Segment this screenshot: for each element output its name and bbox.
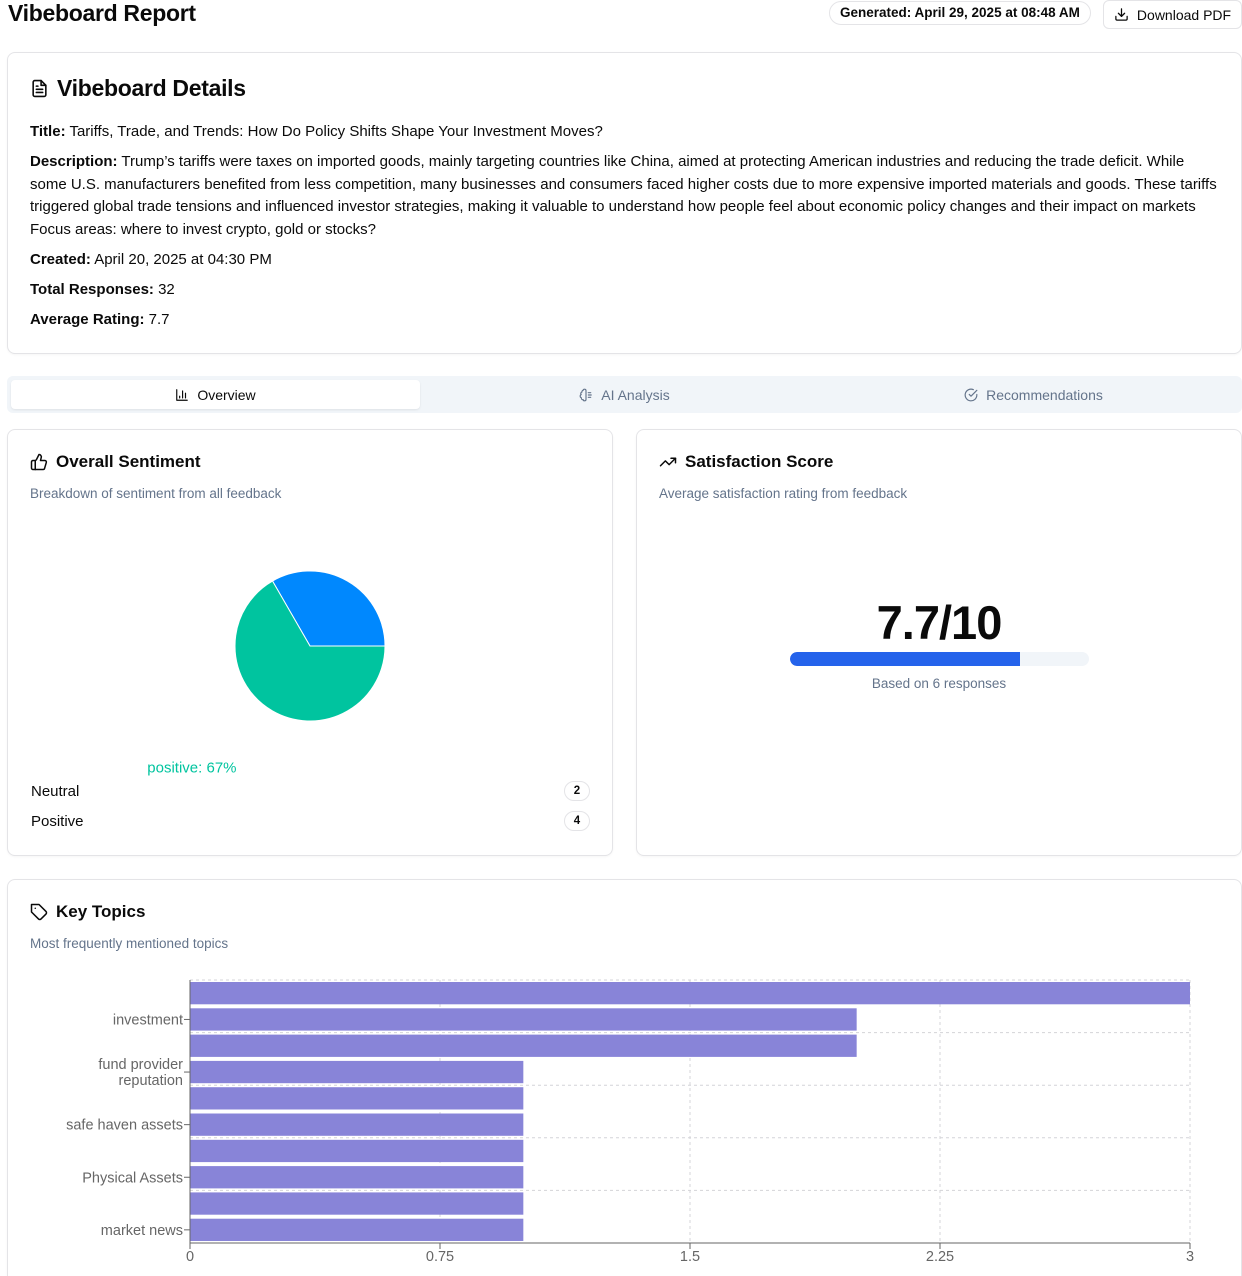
trending-up-icon (659, 457, 677, 467)
pie-label-positive: positive: 67% (147, 759, 236, 776)
brain-icon (579, 388, 593, 401)
details-created-row: Created: April 20, 2025 at 04:30 PM (30, 250, 272, 268)
legend-positive-count: 4 (564, 811, 590, 831)
download-icon (1115, 8, 1128, 21)
sentiment-subtitle: Breakdown of sentiment from all feedback (30, 486, 282, 501)
tab-ai-analysis-label: AI Analysis (601, 386, 670, 403)
topic-bar[interactable] (190, 1008, 857, 1031)
topic-bar[interactable] (190, 1060, 524, 1084)
bar-chart-icon (176, 388, 189, 401)
download-pdf-button[interactable]: Download PDF (1103, 0, 1242, 29)
details-card: Vibeboard Details Title: Tariffs, Trade,… (7, 52, 1242, 354)
tab-ai-analysis[interactable]: AI Analysis (420, 380, 829, 409)
satisfaction-progress (790, 652, 1089, 666)
topic-label: fund provider reputation (98, 1057, 183, 1089)
topic-label: investment (113, 1012, 183, 1028)
topic-bar[interactable] (190, 1139, 524, 1163)
legend-positive-label: Positive (31, 812, 84, 830)
download-pdf-label: Download PDF (1136, 6, 1232, 23)
topic-label: Physical Assets (82, 1170, 183, 1186)
x-tick-label: 0.75 (426, 1249, 454, 1265)
x-tick-label: 2.25 (926, 1249, 954, 1265)
details-title: Tariffs, Trade, and Trends: How Do Polic… (69, 123, 603, 140)
details-responses-row: Total Responses: 32 (30, 281, 175, 299)
legend-neutral-count: 2 (564, 781, 590, 801)
details-title-row: Title: Tariffs, Trade, and Trends: How D… (30, 123, 603, 140)
file-text-icon (32, 79, 47, 98)
topic-bar[interactable] (190, 1087, 524, 1110)
check-circle-icon (964, 388, 978, 401)
topic-bar[interactable] (190, 1192, 524, 1215)
topic-bar[interactable] (190, 982, 1190, 1005)
topic-bar[interactable] (190, 1034, 857, 1057)
sentiment-card: Overall Sentiment Breakdown of sentiment… (7, 429, 613, 856)
pie-slice-positive[interactable] (234, 580, 386, 722)
legend-positive: Positive 4 (31, 810, 590, 832)
page-title: Vibeboard Report (8, 0, 196, 26)
legend-neutral-label: Neutral (31, 782, 80, 800)
tab-overview-label: Overview (197, 386, 256, 403)
details-rating: 7.7 (148, 311, 170, 329)
x-tick-label: 1.5 (680, 1249, 700, 1265)
satisfaction-card: Satisfaction Score Average satisfaction … (636, 429, 1242, 856)
details-responses: 32 (158, 281, 175, 299)
pie-slice-neutral[interactable] (271, 570, 386, 647)
satisfaction-score: 7.7/10 (876, 596, 1003, 649)
topics-card: Key Topics Most frequently mentioned top… (7, 879, 1242, 1276)
sentiment-pie-chart: neutral: 33%positive: 67% (147, 570, 386, 776)
topic-bar[interactable] (190, 1113, 524, 1136)
details-description: Trump’s tariffs were taxes on imported g… (30, 153, 1217, 238)
details-heading: Vibeboard Details (57, 75, 246, 101)
details-rating-row: Average Rating: 7.7 (30, 311, 170, 329)
satisfaction-title: Satisfaction Score (685, 452, 834, 471)
x-tick-label: 0 (186, 1249, 194, 1265)
sentiment-title: Overall Sentiment (56, 452, 201, 471)
tab-recommendations[interactable]: Recommendations (829, 380, 1238, 409)
topics-title: Key Topics (56, 902, 146, 921)
tag-icon (30, 903, 48, 921)
thumbs-up-icon (30, 453, 48, 471)
tab-list: Overview AI Analysis Recommendations (7, 376, 1242, 413)
tab-recommendations-label: Recommendations (986, 386, 1103, 403)
topic-bar[interactable] (190, 1166, 524, 1189)
topics-bar-chart: investment fund provider reputation safe ha… (66, 979, 1194, 1265)
satisfaction-note: Based on 6 responses (871, 676, 1007, 691)
generated-badge: Generated: April 29, 2025 at 08:48 AM (829, 1, 1091, 25)
tab-overview[interactable]: Overview (11, 380, 420, 409)
topic-label: market news (101, 1223, 183, 1239)
details-description-row: Description: Trump’s tariffs were taxes … (30, 153, 1217, 238)
x-tick-label: 3 (1186, 1249, 1194, 1265)
details-created: April 20, 2025 at 04:30 PM (94, 250, 272, 268)
topics-subtitle: Most frequently mentioned topics (30, 936, 229, 951)
satisfaction-subtitle: Average satisfaction rating from feedbac… (659, 486, 908, 501)
satisfaction-progress-fill (790, 652, 1021, 666)
legend-neutral: Neutral 2 (31, 780, 590, 802)
topic-label: safe haven assets (66, 1118, 183, 1134)
topic-bar[interactable] (190, 1218, 524, 1241)
